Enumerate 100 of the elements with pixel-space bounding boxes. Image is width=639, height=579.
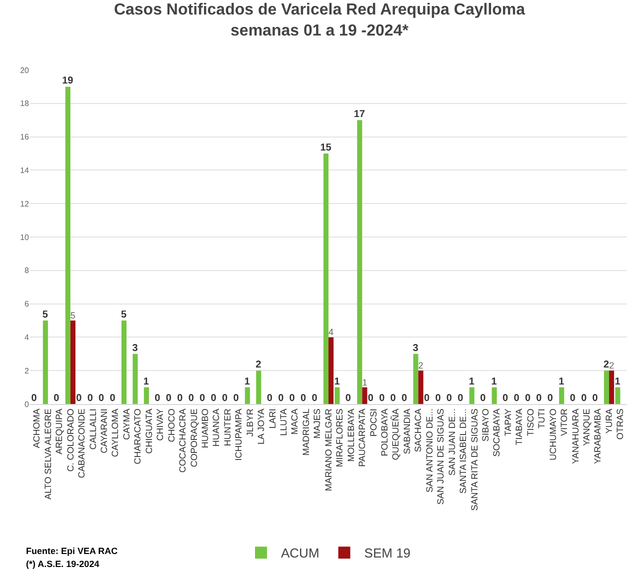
- x-tick-label: SAN ANTONIO DE...: [424, 408, 434, 492]
- bar: [132, 354, 138, 404]
- x-tick-label: POLOBAYA: [380, 408, 390, 456]
- data-label: 0: [87, 393, 94, 404]
- bar: [144, 387, 149, 404]
- x-tick-label: HUAMBO: [200, 408, 210, 448]
- data-label: 0: [480, 393, 486, 404]
- x-tick-label: CHIVAY: [155, 408, 166, 441]
- x-tick-label: LLUTA: [278, 408, 289, 436]
- x-tick-label: POCSI: [368, 408, 378, 437]
- bar: [70, 320, 76, 404]
- data-label: 3: [132, 342, 138, 354]
- x-tick-label: SAN JUAN DE SIGUAS: [436, 408, 446, 505]
- data-label: 0: [154, 393, 161, 404]
- data-label: 1: [558, 376, 565, 388]
- data-label: 0: [110, 393, 116, 404]
- x-tick-label: OTRAS: [615, 408, 626, 440]
- data-label: 0: [200, 393, 206, 404]
- bar: [65, 86, 70, 404]
- legend-label: ACUM: [281, 546, 320, 561]
- y-tick-label: 18: [20, 99, 30, 108]
- bar: [615, 387, 620, 404]
- x-tick-label: JLBYR: [244, 408, 255, 437]
- data-label: 2: [256, 360, 262, 371]
- data-label: 0: [222, 393, 228, 404]
- data-label: 0: [188, 393, 194, 404]
- data-label: 0: [402, 393, 408, 404]
- data-label: 0: [524, 393, 531, 404]
- data-label: 0: [76, 393, 82, 404]
- data-label: 0: [379, 393, 386, 404]
- x-tick-label: MOLLEBAYA: [346, 408, 356, 462]
- bar: [244, 387, 250, 404]
- data-label: 1: [244, 376, 250, 388]
- x-tick-label: YARABAMBA: [592, 408, 603, 464]
- text: (*) A.S.E. 19-2024: [26, 559, 100, 569]
- data-label: 1: [143, 376, 150, 388]
- x-tick-label: SAN JUAN DE...: [446, 408, 457, 476]
- data-label: 0: [536, 393, 542, 404]
- bar: [492, 387, 497, 404]
- y-tick-label: 8: [24, 266, 30, 276]
- x-tick-label: SANTA ISABEL DE...: [458, 408, 468, 494]
- data-label: 17: [354, 109, 366, 120]
- bar: [559, 387, 564, 404]
- x-tick-label: TUTI: [536, 408, 547, 429]
- data-label: 3: [412, 342, 419, 354]
- y-tick-label: 10: [20, 232, 30, 242]
- x-tick-label: SACHACA: [413, 408, 424, 452]
- data-label: 0: [435, 393, 442, 404]
- data-label: 2: [418, 360, 424, 371]
- bar: [362, 387, 368, 404]
- data-label: 15: [320, 142, 332, 154]
- x-tick-label: SIBAYO: [480, 408, 491, 442]
- x-tick-label: YURA: [604, 408, 614, 434]
- x-tick-label: ICHUPAMPA: [234, 408, 244, 461]
- x-tick-label: LARI: [267, 408, 278, 429]
- data-label: 0: [570, 393, 576, 404]
- chart-title: Casos Notificados de Varicela Red Arequipa Caylloma: [114, 1, 526, 18]
- x-tick-label: CHARACATO: [132, 408, 143, 464]
- data-label: 0: [502, 393, 509, 404]
- data-label: 1: [334, 376, 340, 388]
- bar: [256, 370, 262, 404]
- x-tick-label: LA JOYA: [256, 408, 266, 444]
- data-label: 0: [300, 393, 307, 404]
- data-label: 0: [177, 393, 184, 404]
- data-label: 0: [581, 393, 588, 404]
- bar: [42, 320, 48, 404]
- data-label: 2: [609, 360, 614, 371]
- x-tick-label: CAYLLOMA: [110, 408, 120, 457]
- data-label: 0: [345, 393, 352, 404]
- x-tick-label: TAPAY: [502, 408, 513, 436]
- y-tick-label: 6: [24, 300, 30, 309]
- y-tick-label: 16: [20, 132, 30, 142]
- x-tick-label: C. COLORADO: [65, 408, 76, 472]
- x-tick-label: ACHOMA: [32, 408, 42, 448]
- x-tick-label: TIABAYA: [514, 408, 524, 446]
- x-tick-label: CAYMA: [121, 408, 132, 440]
- data-label: 0: [446, 393, 452, 404]
- x-tick-label: SABANDIA: [402, 408, 412, 454]
- bar: [357, 120, 362, 404]
- bar: [121, 320, 127, 404]
- x-tick-label: MACA: [290, 408, 300, 435]
- x-tick-label: MIRAFLORES: [334, 408, 345, 468]
- data-label: 0: [210, 393, 217, 404]
- x-tick-label: SOCABAYA: [492, 408, 502, 457]
- data-label: 0: [278, 393, 284, 404]
- y-tick-label: 14: [20, 166, 30, 175]
- bar: [418, 370, 424, 404]
- x-tick-label: MARIANO MELGAR: [323, 408, 334, 492]
- bar: [334, 387, 340, 404]
- x-tick-label: COPORAQUE: [188, 408, 199, 468]
- x-tick-label: QUEQUEÑA: [390, 408, 401, 460]
- data-label: 1: [614, 376, 621, 388]
- bar: [328, 337, 334, 404]
- x-tick-label: UCHUMAYO: [548, 408, 558, 460]
- x-tick-label: CALLALLI: [88, 408, 98, 450]
- data-label: 5: [70, 310, 76, 320]
- data-label: 0: [54, 393, 60, 404]
- bar: [469, 387, 474, 404]
- data-label: 0: [547, 393, 554, 404]
- bar: [609, 370, 614, 404]
